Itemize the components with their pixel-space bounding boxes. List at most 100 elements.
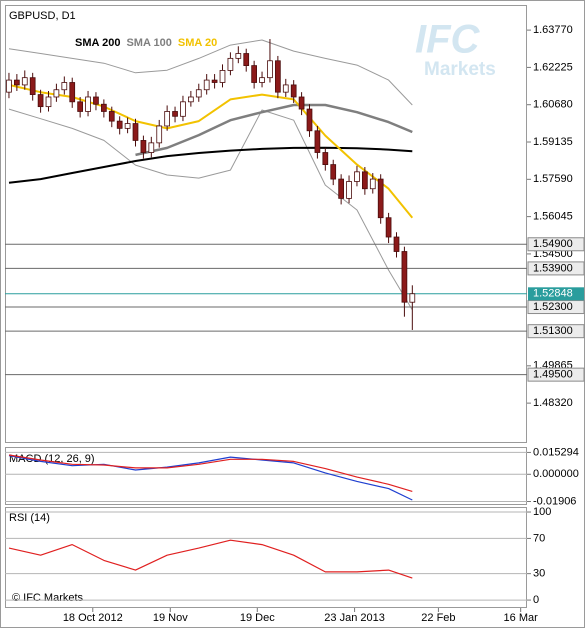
y-tick-label: 0.000000 xyxy=(533,468,579,480)
candle-body xyxy=(275,60,281,93)
candle-body xyxy=(203,79,210,91)
y-tick-label: 1.57590 xyxy=(533,173,573,185)
candle-body xyxy=(401,251,408,303)
y-tick-label: 1.59135 xyxy=(533,136,573,148)
candle-body xyxy=(338,178,344,199)
y-tick-label: 30 xyxy=(533,568,545,580)
candle-body xyxy=(21,77,28,86)
candle-body xyxy=(108,111,115,122)
sma-line xyxy=(8,83,414,219)
candle-body xyxy=(377,178,384,219)
x-tick-label: 19 Dec xyxy=(240,612,275,624)
candle-body xyxy=(85,96,91,112)
level-box xyxy=(527,367,585,382)
candle-body xyxy=(282,84,289,93)
candle-body xyxy=(251,65,257,83)
candle-body xyxy=(409,293,416,303)
candle-body xyxy=(298,96,305,110)
candle-body xyxy=(164,111,170,127)
y-tick-label: -0.01906 xyxy=(533,495,576,507)
level-box xyxy=(527,237,585,252)
candle-body xyxy=(362,171,368,190)
candle-body xyxy=(393,236,400,252)
x-tick-label: 23 Jan 2013 xyxy=(324,612,385,624)
candle-body xyxy=(93,96,99,105)
candle-body xyxy=(195,89,202,98)
candle-body xyxy=(346,181,352,199)
level-label: 1.51300 xyxy=(533,325,573,337)
candle-body xyxy=(314,130,321,153)
candle-body xyxy=(172,111,178,117)
x-tick-label: 22 Feb xyxy=(421,612,455,624)
legend-entry: SMA 20 xyxy=(178,37,217,49)
indicator-line xyxy=(8,539,413,579)
price-panel xyxy=(5,5,527,443)
candle-body xyxy=(227,57,234,71)
candle-body xyxy=(243,53,250,67)
candle-body xyxy=(101,103,107,112)
legend-entry: SMA 100 xyxy=(126,37,171,49)
candle-body xyxy=(53,89,60,98)
indicator-line xyxy=(8,455,413,501)
bollinger-upper xyxy=(8,39,413,106)
rsi-panel xyxy=(5,507,527,608)
candle-body xyxy=(330,164,337,180)
level-box xyxy=(527,324,585,339)
candle-body xyxy=(69,82,76,103)
candle-body xyxy=(6,79,12,93)
level-label: 1.52300 xyxy=(533,301,573,313)
candle-body xyxy=(219,70,226,83)
candle-body xyxy=(385,217,392,238)
indicator-line xyxy=(8,454,413,492)
chart-title: GBPUSD, D1 xyxy=(9,10,76,22)
candle-body xyxy=(188,96,194,103)
candle-body xyxy=(156,125,163,144)
level-label: 1.49500 xyxy=(533,369,573,381)
y-tick-label: 1.56045 xyxy=(533,211,573,223)
candle-body xyxy=(116,120,123,129)
candle-body xyxy=(124,123,131,129)
candle-body xyxy=(180,101,186,117)
level-box xyxy=(527,261,585,276)
level-label: 1.53900 xyxy=(533,262,573,274)
level-label: 1.54900 xyxy=(533,238,573,250)
candle-body xyxy=(45,96,52,108)
candle-body xyxy=(29,77,36,95)
candle-body xyxy=(77,101,83,112)
candle-body xyxy=(267,60,273,79)
candle-body xyxy=(354,171,360,182)
candle-body xyxy=(322,152,329,165)
y-tick-label: 1.63770 xyxy=(533,24,573,36)
candle-body xyxy=(290,84,297,98)
x-tick-label: 16 Mar xyxy=(504,612,539,624)
level-box xyxy=(527,300,585,315)
macd-title: MACD (12, 26, 9) xyxy=(9,453,95,465)
candle-body xyxy=(14,79,20,86)
watermark-text: Markets xyxy=(424,59,496,80)
candle-body xyxy=(61,82,68,91)
sma-line xyxy=(8,146,413,184)
candle-body xyxy=(306,108,313,132)
current-price-box xyxy=(528,287,584,301)
legend-entry: SMA 200 xyxy=(75,37,120,49)
y-tick-label: 70 xyxy=(533,532,545,544)
copyright: © IFC Markets xyxy=(12,592,84,604)
x-tick-label: 19 Nov xyxy=(153,612,188,624)
x-tick-label: 18 Oct 2012 xyxy=(63,612,123,624)
candle-body xyxy=(235,53,242,59)
candle-body xyxy=(369,178,376,190)
candle-body xyxy=(259,77,265,83)
y-tick-label: 1.60680 xyxy=(533,99,573,111)
rsi-title: RSI (14) xyxy=(9,512,50,524)
current-price-label: 1.52848 xyxy=(533,288,573,300)
y-tick-label: 1.48320 xyxy=(533,397,573,409)
candle-body xyxy=(211,79,218,83)
y-tick-label: 100 xyxy=(533,506,551,518)
y-tick-label: 0 xyxy=(533,594,539,606)
candle-body xyxy=(37,94,44,108)
macd-panel xyxy=(5,447,527,505)
y-tick-label: 0.015294 xyxy=(533,446,579,458)
sma-line xyxy=(135,103,413,157)
bollinger-lower xyxy=(8,108,413,311)
